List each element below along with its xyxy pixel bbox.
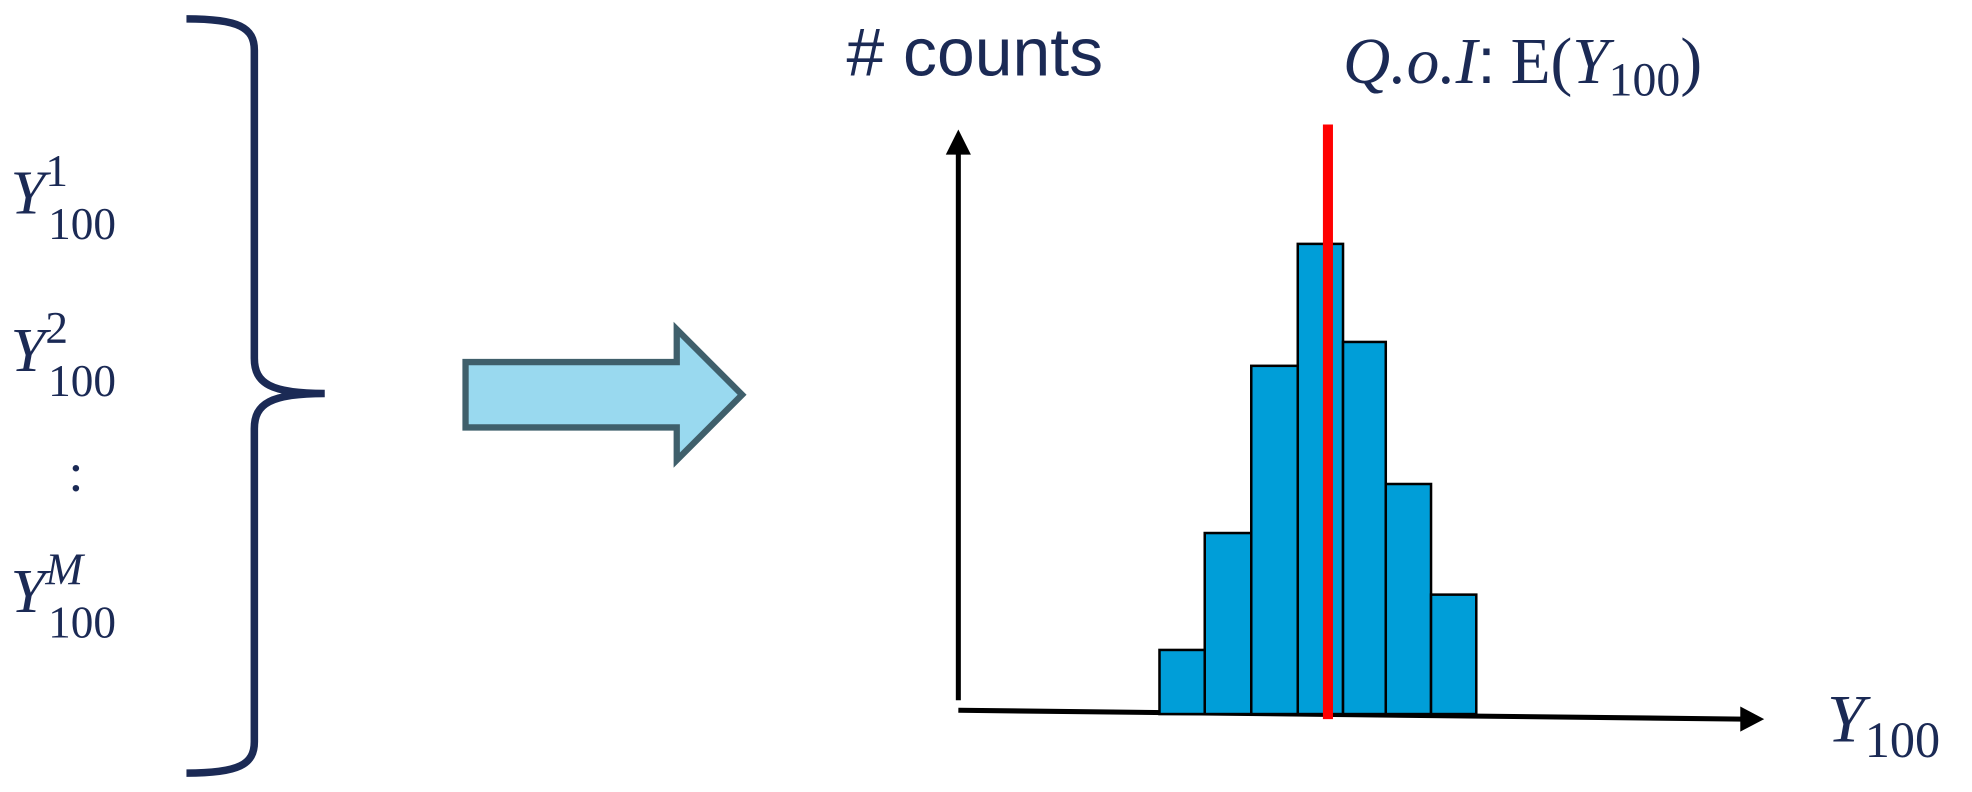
ellipsis: :	[68, 441, 83, 502]
sample-label: Y2 100	[10, 303, 116, 406]
label-sub: 100	[48, 199, 116, 249]
bar	[1429, 593, 1478, 716]
axis-sub: 100	[1865, 712, 1940, 768]
qoi-colon: :	[1477, 24, 1495, 97]
x-axis-arrowhead	[1740, 706, 1765, 732]
label-sub: 100	[48, 597, 116, 647]
bar	[1250, 364, 1300, 716]
sample-label: Y1 100	[10, 146, 116, 249]
label-sup: 2	[45, 303, 68, 353]
histogram-bars	[1158, 242, 1478, 716]
qoi-close: )	[1680, 26, 1702, 98]
bar	[1158, 648, 1207, 716]
y-axis-arrowhead	[945, 129, 971, 155]
qoi-sub: 100	[1609, 54, 1681, 107]
qoi-func: E(	[1511, 26, 1573, 98]
sample-label: YM 100	[10, 545, 116, 648]
label-base: Y	[10, 556, 51, 626]
qoi-prefix: Q.o.I	[1343, 26, 1481, 98]
y-axis-label: # counts	[846, 15, 1103, 90]
label-base: Y	[10, 315, 51, 385]
label-sub: 100	[48, 356, 116, 406]
block-arrow	[462, 321, 747, 468]
qoi-base: Y	[1572, 26, 1615, 98]
label-sup: 1	[45, 146, 68, 196]
label-sup: M	[44, 545, 85, 595]
bar	[1203, 531, 1253, 716]
quantity-label: Q.o.I: E(Y100)	[1343, 24, 1702, 107]
label-base: Y	[10, 158, 51, 228]
axis-base: Y	[1827, 682, 1871, 757]
bar	[1384, 482, 1433, 716]
x-axis-label: Y100	[1827, 682, 1940, 768]
bar	[1341, 340, 1388, 716]
brace	[186, 15, 325, 777]
bar	[1296, 242, 1345, 716]
